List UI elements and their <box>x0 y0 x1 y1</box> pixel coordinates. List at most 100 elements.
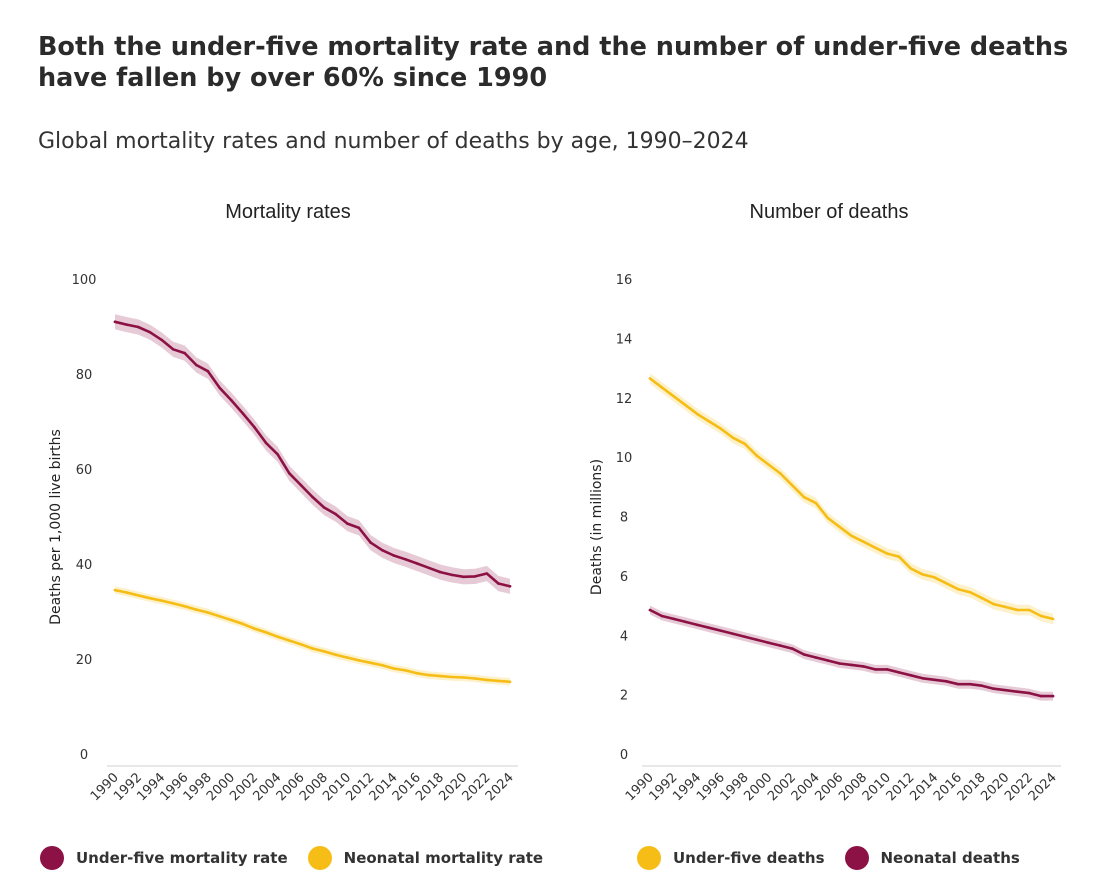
legend-label-neonatal-rate: Neonatal mortality rate <box>343 849 544 867</box>
data-point <box>299 643 303 646</box>
y-tick-label: 16 <box>616 273 633 288</box>
data-point <box>322 650 326 653</box>
data-point <box>708 626 711 630</box>
data-point <box>357 526 361 530</box>
data-point <box>838 662 841 665</box>
data-point <box>160 599 163 602</box>
data-point <box>183 605 186 608</box>
data-point <box>719 427 723 431</box>
data-point <box>322 506 326 509</box>
data-point <box>755 454 758 457</box>
data-point <box>755 638 758 641</box>
data-point <box>696 623 699 627</box>
y-tick-label: 100 <box>72 273 97 288</box>
y-tick-label: 0 <box>80 748 88 763</box>
data-point <box>909 674 913 677</box>
data-point <box>1016 608 1019 612</box>
left-panel-title: Mortality rates <box>225 201 351 223</box>
data-point <box>450 573 454 577</box>
data-point <box>802 653 806 656</box>
data-point <box>814 501 818 505</box>
data-point <box>462 676 465 679</box>
legend-item-under-five-deaths[interactable]: Under-five deaths <box>637 846 825 870</box>
data-point <box>148 330 152 334</box>
data-point <box>415 672 419 675</box>
data-point <box>885 552 889 555</box>
legend-swatch-under-five-rate <box>40 846 64 870</box>
data-point <box>790 647 794 650</box>
data-point <box>1028 691 1031 695</box>
data-point <box>264 441 268 445</box>
data-point <box>909 567 913 570</box>
data-point <box>767 641 770 644</box>
data-point <box>684 620 687 624</box>
legend-label-under-five-rate: Under-five mortality rate <box>76 849 288 867</box>
data-point <box>171 348 175 351</box>
legend-left: Under-five mortality rate Neonatal morta… <box>40 844 563 872</box>
data-point <box>288 472 291 475</box>
data-point <box>346 656 349 659</box>
y-tick-label: 2 <box>620 689 628 704</box>
data-point <box>850 534 853 538</box>
data-point <box>814 656 818 659</box>
data-point <box>648 608 652 612</box>
data-point <box>380 663 384 667</box>
data-point <box>195 363 198 367</box>
data-point <box>1004 688 1007 692</box>
data-point <box>473 575 477 578</box>
data-point <box>276 635 279 638</box>
legend-item-neonatal-deaths[interactable]: Neonatal deaths <box>844 846 1020 870</box>
legend-item-under-five-rate[interactable]: Under-five mortality rate <box>40 846 288 870</box>
data-point <box>1039 694 1043 698</box>
data-point <box>136 594 140 597</box>
data-point <box>392 667 396 670</box>
series-band-1 <box>650 605 1053 701</box>
data-point <box>1051 694 1055 698</box>
data-point <box>218 615 221 618</box>
y-axis-label: Deaths per 1,000 live births <box>48 429 64 625</box>
data-point <box>933 576 936 579</box>
series-line-0[interactable] <box>113 320 512 588</box>
data-point <box>346 522 349 525</box>
data-point <box>485 572 489 575</box>
data-point <box>160 338 163 342</box>
data-point <box>696 412 699 416</box>
data-point <box>497 679 500 683</box>
data-point <box>380 548 384 552</box>
legend-swatch-neonatal-rate <box>307 846 332 870</box>
mortality-rates-chart: 0 20 40 60 80 100 Deaths per 1,000 live births… <box>48 273 518 804</box>
data-point <box>485 678 489 682</box>
chart-title: Both the under-five mortality rate and t… <box>38 32 1069 93</box>
legend-item-neonatal-rate[interactable]: Neonatal mortality rate <box>307 846 544 870</box>
data-point <box>956 682 960 686</box>
data-point <box>299 483 303 487</box>
data-point <box>357 659 361 662</box>
data-point <box>369 541 372 544</box>
data-point <box>404 669 407 672</box>
data-point <box>731 436 735 440</box>
data-point <box>921 677 924 680</box>
data-point <box>945 680 948 683</box>
data-point <box>276 453 279 456</box>
data-point <box>921 573 924 576</box>
series-line-0[interactable] <box>648 377 1055 621</box>
data-point <box>1051 617 1055 621</box>
y-tick-label: 8 <box>620 511 628 526</box>
data-point <box>218 386 221 390</box>
data-point <box>462 575 465 579</box>
data-point <box>862 540 865 543</box>
data-point <box>708 420 711 423</box>
data-point <box>719 629 723 633</box>
data-point <box>850 663 853 667</box>
data-point <box>148 596 152 600</box>
data-point <box>779 472 782 475</box>
series-line-1[interactable] <box>648 608 1055 698</box>
data-point <box>743 635 747 638</box>
y-tick-label: 6 <box>620 570 628 585</box>
data-point <box>968 590 972 594</box>
legend-label-neonatal-deaths: Neonatal deaths <box>880 849 1020 867</box>
data-point <box>1039 614 1043 618</box>
data-point <box>862 665 865 668</box>
